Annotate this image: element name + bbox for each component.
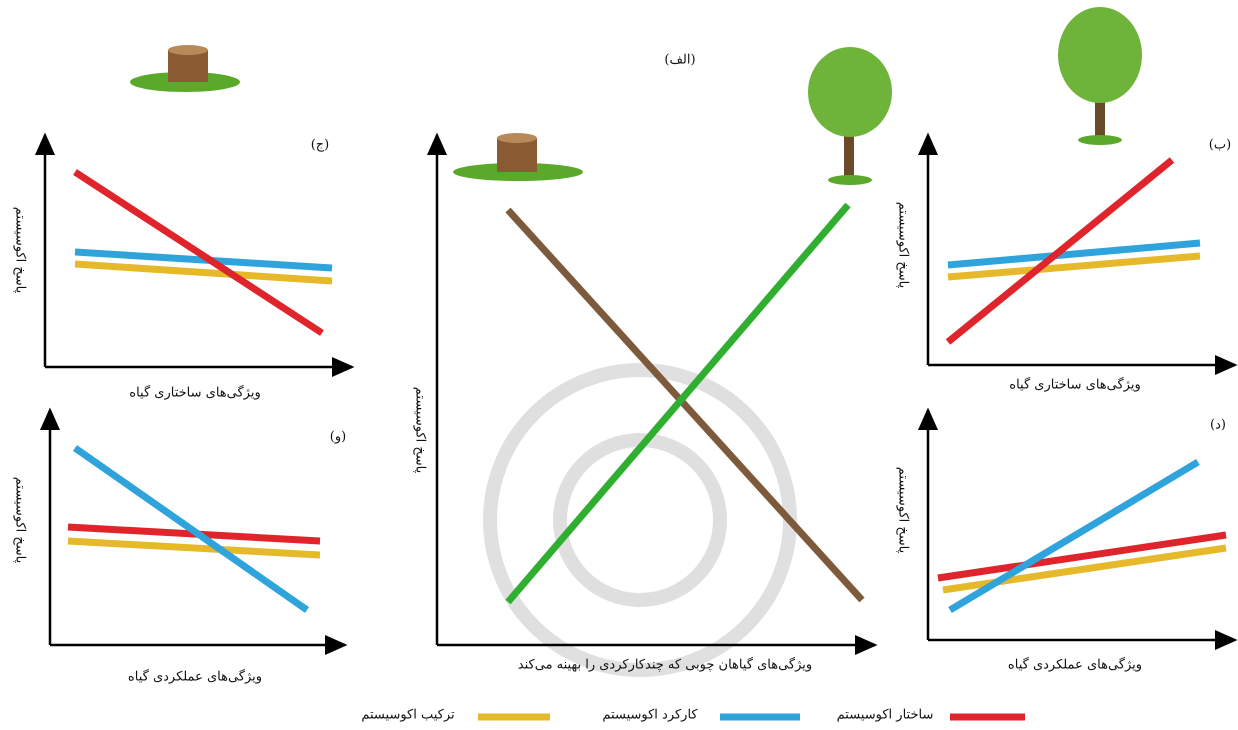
x-axis-label: ویژگی‌های ساختاری گیاه xyxy=(129,385,260,401)
page: (الف) پاسخ اکوسیستم ویژگی‌های گیاهان چوب… xyxy=(0,0,1238,730)
panel-label: (الف) xyxy=(664,53,695,68)
tree-icon xyxy=(808,47,892,185)
panel-label: (د) xyxy=(1210,418,1226,433)
legend-label: ترکیب اکوسیستم xyxy=(361,708,455,723)
x-axis-label: ویژگی‌های گیاهان چوبی که چندکارکردی را ب… xyxy=(518,657,812,673)
x-axis-label: ویژگی‌های عملکردی گیاه xyxy=(128,669,262,685)
y-axis-label: پاسخ اکوسیستم xyxy=(13,477,28,564)
x-axis-label: ویژگی‌های عملکردی گیاه xyxy=(1008,657,1142,673)
y-axis-label: پاسخ اکوسیستم xyxy=(413,387,428,474)
legend-label: ساختار اکوسیستم xyxy=(837,708,934,723)
y-axis-label: پاسخ اکوسیستم xyxy=(13,207,28,294)
stump-icon xyxy=(453,133,583,181)
panel-label: (ج) xyxy=(311,138,330,153)
x-axis-label: ویژگی‌های ساختاری گیاه xyxy=(1009,377,1140,393)
trend-line xyxy=(68,541,320,555)
stump-icon xyxy=(130,45,240,92)
panel-label: (ب) xyxy=(1209,138,1231,153)
legend-label: کارکرد اکوسیستم xyxy=(602,708,698,723)
y-axis-label: پاسخ اکوسیستم xyxy=(896,467,911,554)
watermark xyxy=(490,370,790,670)
y-axis-label: پاسخ اکوسیستم xyxy=(896,202,911,289)
panel-label: (و) xyxy=(330,430,346,445)
tree-icon xyxy=(1058,7,1142,145)
trend-line xyxy=(950,462,1198,610)
figure: (الف) پاسخ اکوسیستم ویژگی‌های گیاهان چوب… xyxy=(0,0,1238,730)
